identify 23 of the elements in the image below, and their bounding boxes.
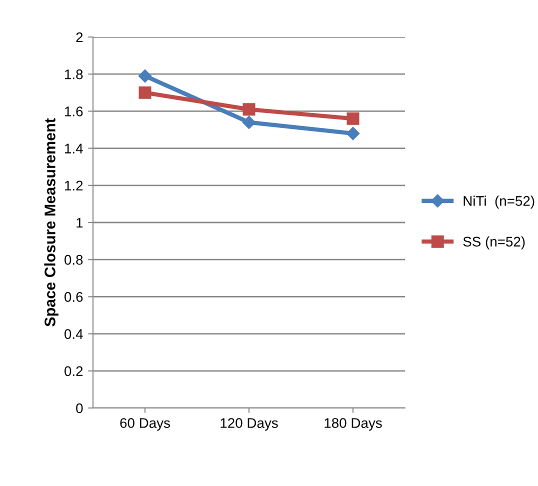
y-tick-label: 1.8 (65, 69, 83, 80)
point (138, 69, 152, 83)
x-tick-label: 180 Days (324, 418, 382, 431)
legend-label: SS (n=52) (463, 236, 525, 250)
y-axis-title: Space Closure Measurement (44, 118, 58, 326)
y-tick-label: 1.2 (65, 180, 83, 190)
y-tick-label: 0.8 (64, 254, 83, 265)
point (138, 86, 152, 99)
legend-label: NiTi (n=52) (464, 196, 534, 209)
point (346, 126, 360, 140)
y-tick-label: 0.6 (64, 292, 83, 302)
point (346, 112, 360, 125)
y-tick-label: 0 (76, 403, 83, 414)
point (242, 116, 256, 129)
y-tick-label: 1.4 (65, 144, 83, 154)
y-tick-label: 1 (76, 218, 83, 228)
y-tick-label: 0.2 (64, 366, 83, 376)
y-tick-label: 1.6 (65, 106, 83, 116)
y-tick-label: 0.4 (64, 329, 83, 339)
point (242, 103, 256, 116)
y-tick-label: 2 (76, 32, 83, 42)
x-tick-label: 60 Days (120, 418, 170, 431)
x-tick-label: 120 Days (220, 418, 278, 431)
